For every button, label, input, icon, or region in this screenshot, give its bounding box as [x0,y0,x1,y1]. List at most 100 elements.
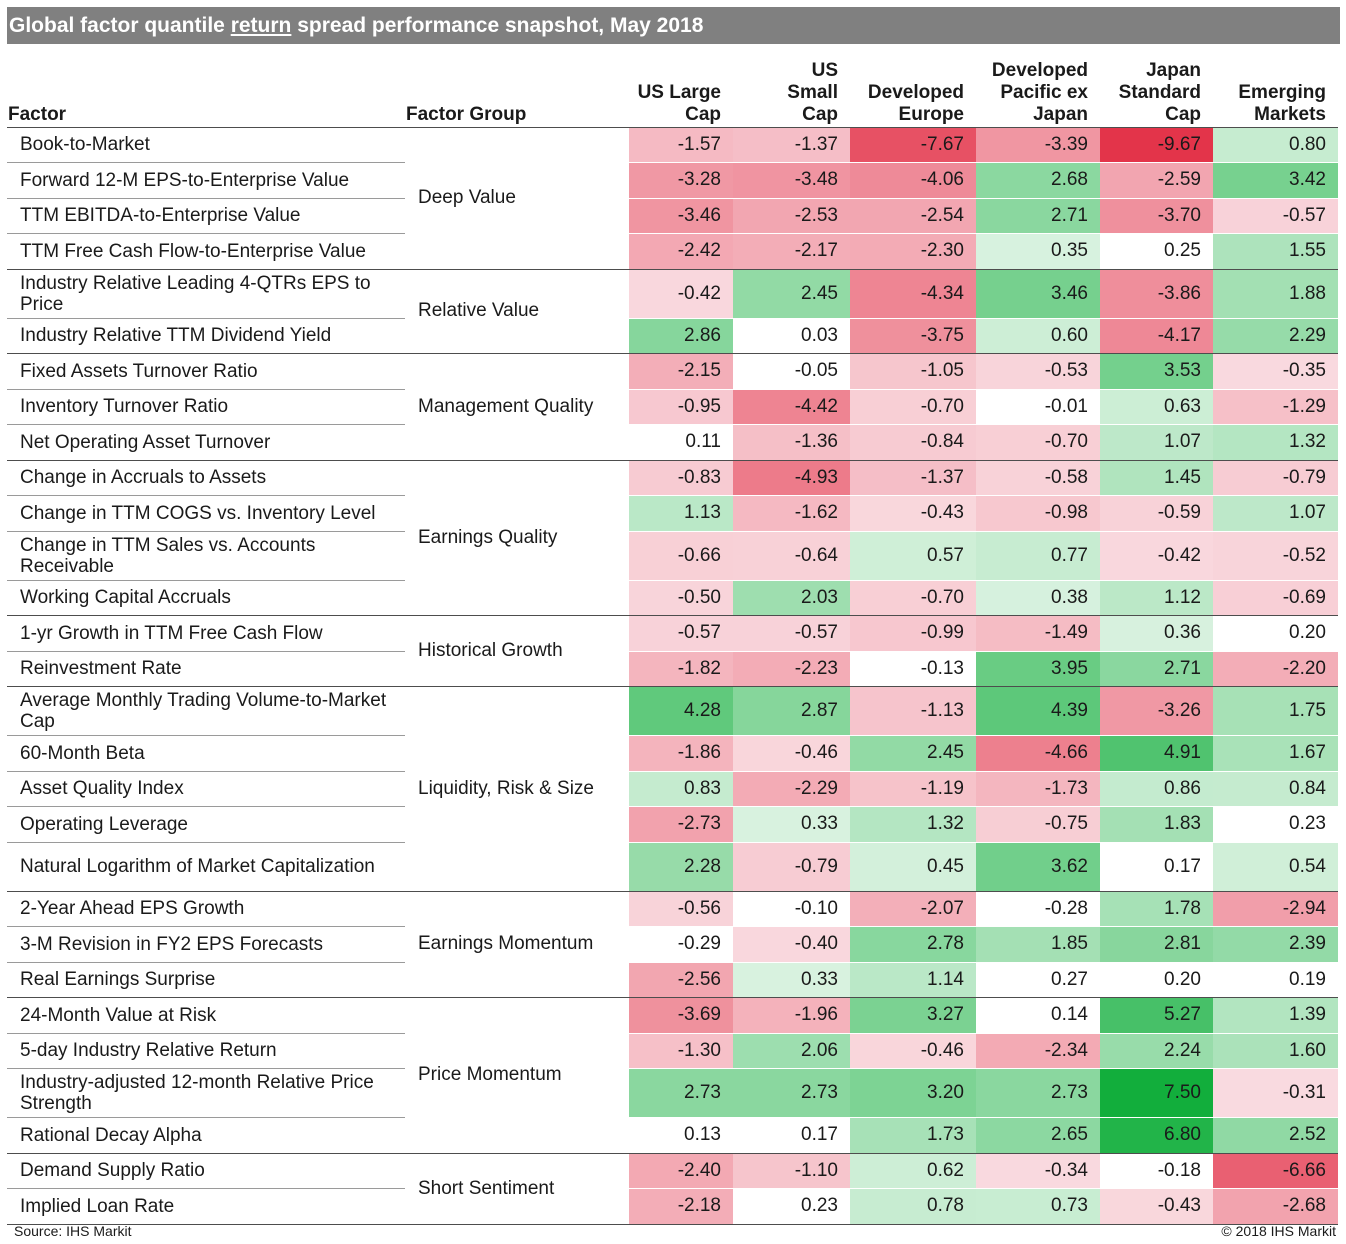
heatmap-cell: 1.73 [850,1117,976,1154]
region-column-header: Emerging Markets [1213,56,1338,128]
heatmap-cell: -1.10 [733,1153,850,1189]
factor-name: 5-day Industry Relative Return [7,1033,405,1069]
factor-row: Book-to-Market Deep Value -1.57 -1.37 -7.67-… [7,127,1338,270]
factor-name: TTM EBITDA-to-Enterprise Value [7,198,405,234]
heatmap-cell: 2.45 [733,269,850,319]
heatmap-cell: 0.77 [976,531,1100,581]
factor-row: 60-Month Beta -1.86 -0.46 2.45 -4.66 4.91 1.67 [7,735,1338,772]
heatmap-cell: 0.38 [976,580,1100,616]
heatmap-cell: 1.07 [1100,424,1213,461]
heatmap-cell: -3.28 [629,162,733,199]
factor-row: 5-day Industry Relative Return -1.30 2.06-… [7,1033,1338,1069]
region-column-header-line: Japan [1033,103,1088,125]
heatmap-cell: 1.32 [1213,424,1338,461]
heatmap-cell: 3.53 [1100,353,1213,390]
heatmap-cell: -6.66 [1213,1153,1338,1189]
heatmap-cell: 1.75 [1213,686,1338,736]
region-column-header: US Large Cap [629,56,733,128]
factor-group-name: Relative Value [405,269,629,354]
heatmap-cell: 1.39 [1213,997,1338,1034]
heatmap-cell: 1.88 [1213,269,1338,319]
heatmap-cell: -0.42 [1100,531,1213,581]
region-column-header-line: Europe [898,103,964,125]
factor-row: Inventory Turnover Ratio -0.95 -4.42 -0.70-… [7,389,1338,425]
heatmap-cell: -2.34 [976,1033,1100,1069]
factor-name: Forward 12-M EPS-to-Enterprise Value [7,162,405,199]
heatmap-cell: -0.18 [1100,1153,1213,1189]
region-column-header-line: Small [787,81,838,103]
heatmap-cell: 0.27 [976,962,1100,998]
heatmap-cell: 0.11 [629,424,733,461]
factor-group-name: Short Sentiment [405,1153,629,1225]
heatmap-cell: -1.13 [850,686,976,736]
factor-name: Change in Accruals to Assets [7,460,405,496]
heatmap-cell: -0.10 [733,891,850,927]
heatmap-cell: -2.68 [1213,1188,1338,1225]
heatmap-cell: -1.62 [733,495,850,532]
factor-row: 1-yr Growth in TTM Free Cash Flow Histori… [7,615,1338,687]
heatmap-cell: -2.94 [1213,891,1338,927]
heatmap-cell: 3.27 [850,997,976,1034]
heatmap-cell: -0.66 [629,531,733,581]
region-column-header: Developed Pacific ex Japan [976,56,1100,128]
factor-name: Inventory Turnover Ratio [7,389,405,425]
heatmap-cell: 0.57 [850,531,976,581]
factor-column-header: Factor [7,56,405,128]
heatmap-cell: 0.73 [976,1188,1100,1225]
factor-heatmap-table: Factor Factor Group US Large Cap US Small Ca… [7,56,1338,1225]
heatmap-cell: -2.17 [733,233,850,270]
heatmap-cell: 4.39 [976,686,1100,736]
factor-name: Industry Relative TTM Dividend Yield [7,318,405,354]
heatmap-cell: 0.80 [1213,127,1338,163]
factor-name: Natural Logarithm of Market Capitalizati… [7,842,405,892]
factor-name: Rational Decay Alpha [7,1117,405,1154]
heatmap-cell: 0.17 [1100,842,1213,892]
heatmap-cell: -0.64 [733,531,850,581]
heatmap-cell: -2.54 [850,198,976,234]
factor-group-name: Historical Growth [405,615,629,687]
heatmap-cell: -3.75 [850,318,976,354]
heatmap-cell: 0.19 [1213,962,1338,998]
factor-row: Natural Logarithm of Market Capitalizati… [7,842,1338,892]
heatmap-cell: 2.06 [733,1033,850,1069]
heatmap-cell: -3.48 [733,162,850,199]
heatmap-cell: -0.05 [733,353,850,390]
title-text-underlined: return [230,14,292,37]
heatmap-cell: 0.45 [850,842,976,892]
heatmap-cell: -1.73 [976,771,1100,807]
heatmap-cell: -0.75 [976,806,1100,843]
heatmap-cell: -0.98 [976,495,1100,532]
region-column-header-line: Cap [685,103,721,125]
region-column-header-line: Markets [1254,103,1326,125]
heatmap-cell: -0.13 [850,651,976,687]
factor-name: 3-M Revision in FY2 EPS Forecasts [7,926,405,963]
heatmap-cell: 1.13 [629,495,733,532]
heatmap-cell: 2.73 [629,1068,733,1118]
heatmap-cell: -4.17 [1100,318,1213,354]
factor-row: Working Capital Accruals -0.50 2.03 -0.70 0.… [7,580,1338,616]
heatmap-cell: -0.57 [733,615,850,652]
heatmap-cell: -2.20 [1213,651,1338,687]
factor-row: TTM Free Cash Flow-to-Enterprise Value -2… [7,233,1338,270]
heatmap-cell: -0.83 [629,460,733,496]
heatmap-cell: -0.31 [1213,1068,1338,1118]
factor-name: 60-Month Beta [7,735,405,772]
heatmap-cell: 0.17 [733,1117,850,1154]
factor-group-name: Management Quality [405,353,629,461]
heatmap-cell: -2.40 [629,1153,733,1189]
source-note: Source: IHS Markit [14,1223,132,1239]
factor-name: Operating Leverage [7,806,405,843]
factor-name: 1-yr Growth in TTM Free Cash Flow [7,615,405,652]
factor-name: Demand Supply Ratio [7,1153,405,1189]
factor-row: Operating Leverage -2.73 0.33 1.32 -0.75 1.83… [7,806,1338,843]
factor-row: Net Operating Asset Turnover 0.11 -1.36 -0.… [7,424,1338,461]
heatmap-cell: -0.56 [629,891,733,927]
heatmap-cell: 2.65 [976,1117,1100,1154]
heatmap-cell: -4.34 [850,269,976,319]
region-column-header-line: Japan [1146,59,1201,81]
heatmap-cell: 0.63 [1100,389,1213,425]
factor-name: Working Capital Accruals [7,580,405,616]
heatmap-cell: 0.23 [733,1188,850,1225]
heatmap-cell: -0.95 [629,389,733,425]
heatmap-cell: -1.37 [850,460,976,496]
